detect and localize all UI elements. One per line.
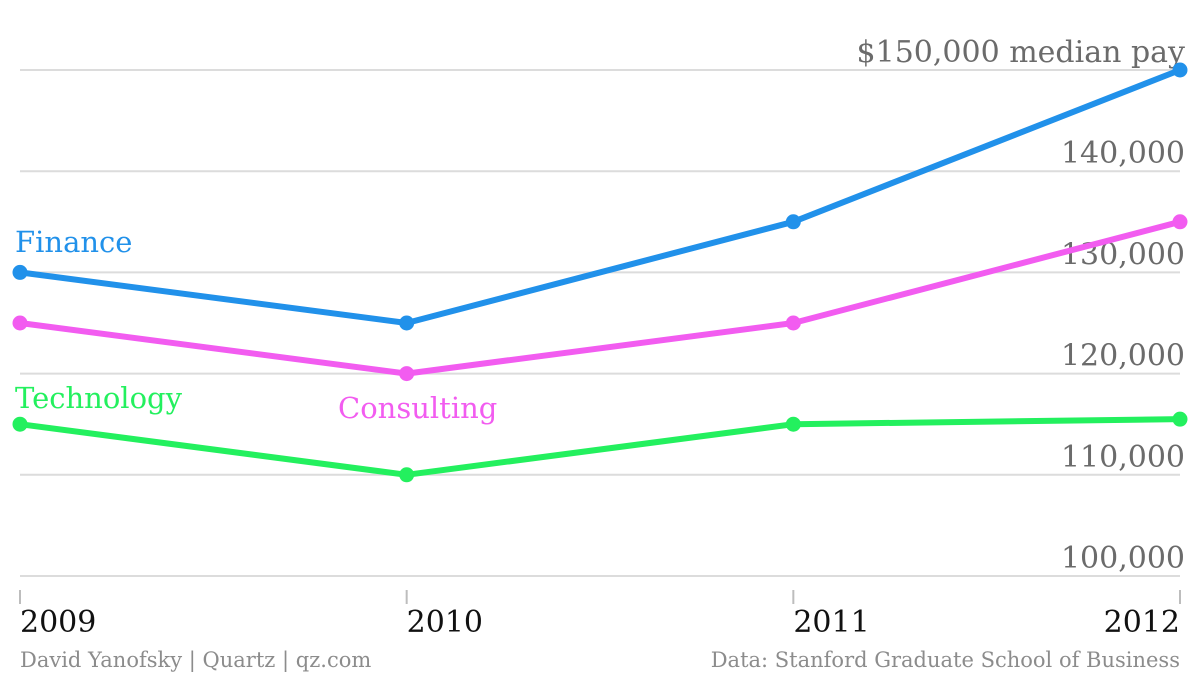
- data-point-finance: [12, 264, 28, 280]
- y-tick-label: 140,000: [1061, 136, 1185, 171]
- series-label-consulting: Consulting: [338, 391, 497, 425]
- x-tick-label: 2011: [793, 605, 869, 640]
- data-point-finance: [399, 315, 415, 331]
- data-point-technology: [785, 416, 801, 432]
- credit-right: Data: Stanford Graduate School of Busine…: [711, 648, 1180, 672]
- data-point-consulting: [399, 366, 415, 382]
- x-tick-label: 2012: [1104, 605, 1180, 640]
- gridlines: [20, 69, 1180, 577]
- series-line-technology: [17, 416, 1183, 478]
- series-line-finance: [17, 67, 1183, 326]
- data-point-finance: [785, 214, 801, 230]
- y-axis-labels: $150,000 median pay 140,000 130,000 120,000…: [857, 35, 1186, 576]
- data-point-technology: [399, 467, 415, 483]
- data-point-finance: [1172, 62, 1188, 78]
- series-labels: Finance Consulting Technology: [15, 225, 497, 425]
- series-line-consulting: [17, 218, 1183, 377]
- y-tick-label: 110,000: [1061, 440, 1185, 475]
- x-axis: 2009 2010 2011 2012: [19, 590, 1181, 640]
- x-tick-label: 2010: [407, 605, 483, 640]
- series-label-technology: Technology: [15, 381, 183, 415]
- credit-left: David Yanofsky | Quartz | qz.com: [20, 648, 371, 673]
- y-tick-label: 100,000: [1061, 541, 1185, 576]
- series-label-finance: Finance: [15, 225, 132, 259]
- data-point-technology: [1172, 411, 1188, 427]
- x-tick-label: 2009: [20, 605, 96, 640]
- series-lines: [12, 62, 1188, 483]
- data-point-consulting: [785, 315, 801, 331]
- y-tick-label: $150,000 median pay: [857, 35, 1186, 70]
- data-point-technology: [12, 416, 28, 432]
- data-point-consulting: [1172, 214, 1188, 230]
- y-tick-label: 120,000: [1061, 339, 1185, 374]
- y-tick-label: 130,000: [1061, 237, 1185, 272]
- data-point-consulting: [12, 315, 28, 331]
